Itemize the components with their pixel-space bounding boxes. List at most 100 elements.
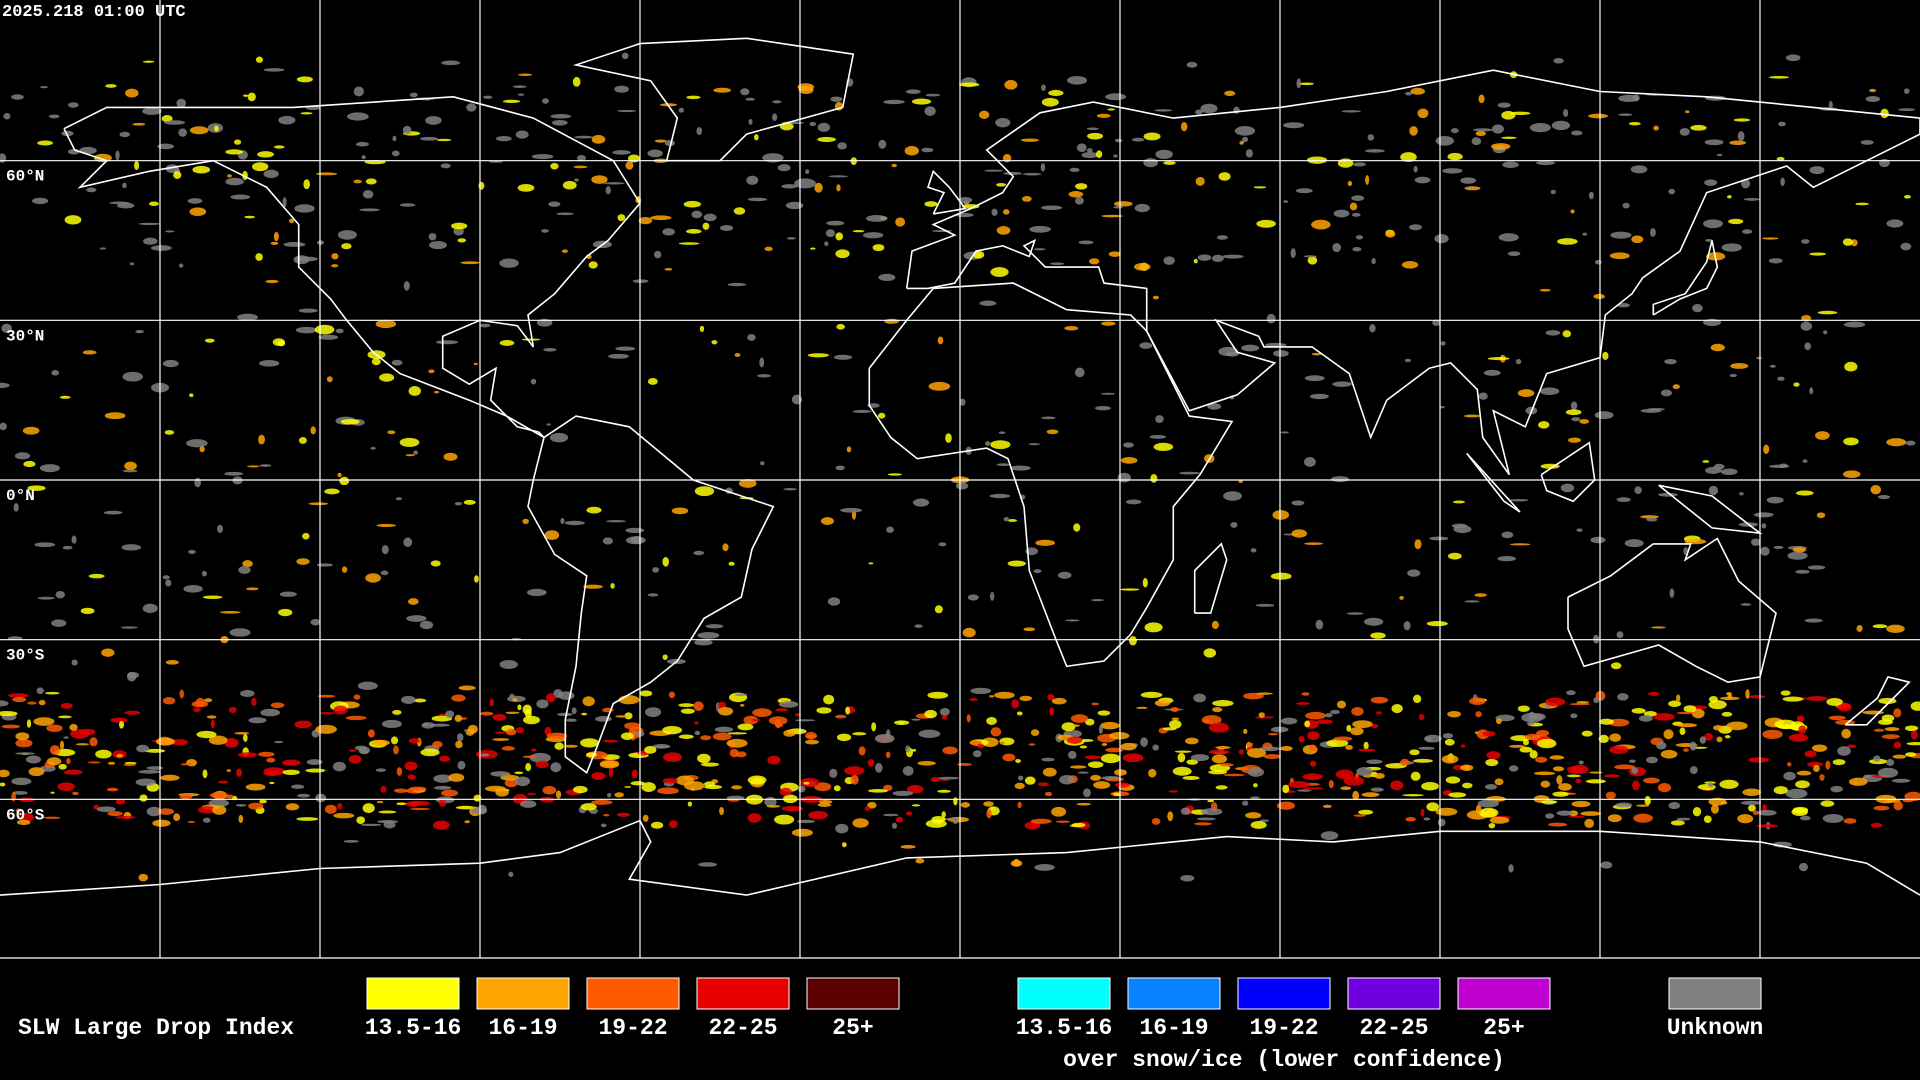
cloud-patch <box>331 253 339 260</box>
cloud-patch <box>1352 162 1366 167</box>
cloud-patch <box>1151 817 1161 825</box>
cloud-patch <box>466 103 477 112</box>
cloud-patch <box>905 89 921 94</box>
cloud-patch <box>359 748 369 755</box>
cloud-patch <box>1843 437 1859 446</box>
cloud-patch <box>911 748 917 752</box>
cloud-patch <box>1309 393 1329 400</box>
cloud-patch <box>1726 721 1748 731</box>
cloud-patch <box>1558 783 1572 791</box>
cloud-patch <box>365 573 381 583</box>
cloud-patch <box>1186 759 1199 765</box>
cloud-patch <box>885 751 891 759</box>
cloud-patch <box>1802 459 1808 463</box>
cloud-patch <box>1685 110 1690 114</box>
cloud-patch <box>1030 729 1040 737</box>
cloud-patch <box>970 687 992 695</box>
cloud-patch <box>495 788 509 797</box>
cloud-patch <box>1352 247 1362 252</box>
cloud-patch <box>188 549 196 554</box>
cloud-patch <box>1100 721 1120 730</box>
cloud-patch <box>678 242 700 245</box>
cloud-patch <box>556 212 574 216</box>
cloud-patch <box>984 169 1004 172</box>
cloud-patch <box>120 626 138 629</box>
cloud-patch <box>1791 808 1808 817</box>
cloud-patch <box>1828 715 1846 721</box>
cloud-patch <box>1774 719 1797 729</box>
cloud-patch <box>99 247 107 250</box>
cloud-patch <box>263 169 279 179</box>
cloud-patch <box>1340 786 1352 790</box>
cloud-patch <box>1893 741 1902 749</box>
cloud-patch <box>26 719 32 728</box>
cloud-patch <box>1629 759 1636 763</box>
cloud-patch <box>700 735 712 741</box>
cloud-patch <box>825 229 835 238</box>
cloud-patch <box>1795 780 1810 789</box>
cloud-patch <box>1478 94 1485 104</box>
cloud-patch <box>157 143 174 150</box>
cloud-patch <box>775 708 789 712</box>
cloud-patch <box>1239 140 1244 145</box>
cloud-patch <box>931 815 946 823</box>
cloud-patch <box>872 244 885 252</box>
cloud-patch <box>456 733 464 742</box>
cloud-patch <box>1330 476 1350 483</box>
cloud-patch <box>998 431 1006 435</box>
cloud-patch <box>878 273 896 282</box>
cloud-patch <box>990 727 1002 737</box>
cloud-patch <box>1302 773 1323 781</box>
cloud-patch <box>1904 194 1911 199</box>
cloud-patch <box>1594 411 1614 420</box>
cloud-patch <box>1823 330 1828 335</box>
cloud-patch <box>483 95 493 99</box>
cloud-patch <box>242 94 249 97</box>
cloud-patch <box>1898 108 1916 112</box>
cloud-patch <box>702 222 710 230</box>
cloud-patch <box>1491 143 1511 150</box>
latitude-label: 60°N <box>6 168 44 186</box>
cloud-patch <box>1536 160 1556 166</box>
cloud-patch <box>1401 260 1419 269</box>
cloud-patch <box>1304 375 1325 382</box>
cloud-patch <box>1780 690 1791 696</box>
cloud-patch <box>1150 473 1158 483</box>
cloud-patch <box>1807 761 1823 768</box>
coastline <box>905 69 1920 476</box>
cloud-patch <box>1079 745 1088 749</box>
cloud-patch <box>49 745 61 755</box>
cloud-patch <box>1844 361 1858 372</box>
cloud-patch <box>14 452 31 460</box>
cloud-patch <box>244 215 256 219</box>
cloud-patch <box>258 359 280 367</box>
cloud-patch <box>1224 90 1236 97</box>
cloud-patch <box>1565 409 1582 416</box>
cloud-patch <box>1211 620 1219 630</box>
cloud-patch <box>378 810 397 814</box>
cloud-patch <box>662 654 668 661</box>
cloud-patch <box>1878 719 1893 725</box>
cloud-patch <box>1426 621 1448 627</box>
cloud-patch <box>697 753 711 764</box>
cloud-patch <box>1600 861 1613 869</box>
cloud-patch <box>290 784 305 789</box>
cloud-patch <box>1253 783 1258 788</box>
cloud-patch <box>260 708 280 717</box>
cloud-patch <box>804 739 819 745</box>
cloud-patch <box>1589 771 1603 774</box>
cloud-patch <box>1448 792 1467 798</box>
cloud-patch <box>504 778 518 788</box>
cloud-patch <box>752 708 772 718</box>
cloud-patch <box>1101 321 1116 326</box>
cloud-patch <box>800 777 820 787</box>
legend-swatch <box>1668 977 1762 1010</box>
cloud-patch <box>1140 737 1148 747</box>
cloud-patch <box>808 810 829 820</box>
cloud-patch <box>179 794 193 800</box>
cloud-patch <box>1184 737 1199 745</box>
cloud-patch <box>986 808 992 819</box>
cloud-patch <box>990 267 1009 277</box>
cloud-patch <box>714 726 734 733</box>
cloud-patch <box>1539 288 1551 292</box>
